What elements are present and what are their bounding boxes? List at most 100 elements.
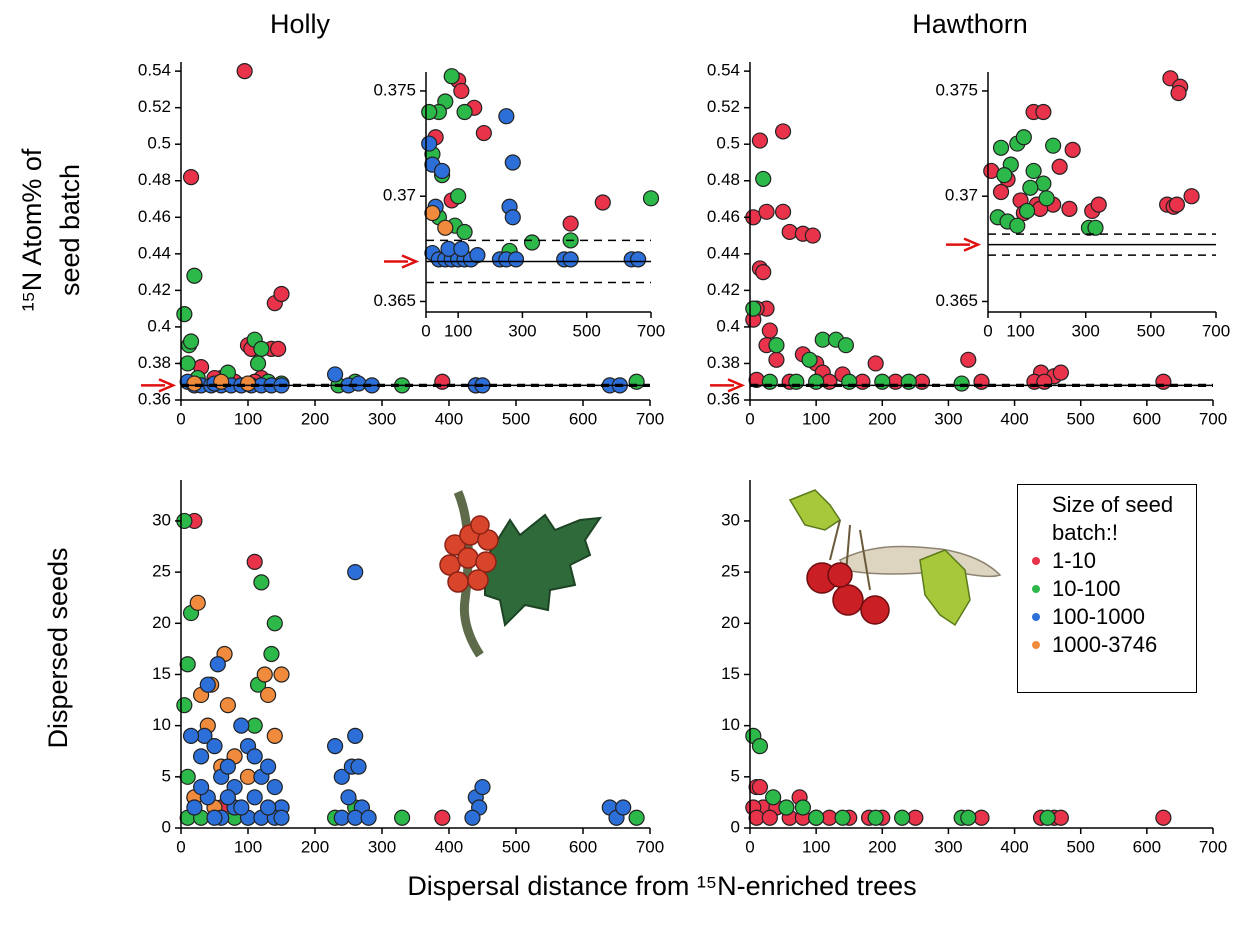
y-tick-label: 30 [152,510,171,529]
point [781,223,798,241]
x-tick-label: 700 [636,409,664,428]
point [507,251,525,268]
y-tick-label: 0.5 [716,134,740,153]
y-tick-label: 0.375 [935,80,978,99]
point [628,809,645,826]
x-tick-label: 600 [1133,837,1161,856]
point [347,727,364,744]
point [630,251,647,268]
legend-swatch [1032,585,1040,593]
x-tick-label: 0 [176,837,185,856]
point [808,809,825,826]
panel: 0.365 0.37 0.375 0 100 300 500 700 [356,62,665,342]
y-tick-label: 0.37 [383,186,416,205]
point [246,789,263,806]
point [239,768,257,785]
y-tick-label: 5 [731,766,740,785]
legend: Size of seed batch:! 1-10 10-100 100-1000 10… [1017,484,1197,693]
point [246,553,263,570]
y-tick-label: 0.36 [707,389,740,408]
x-tick-label: 300 [368,409,396,428]
y-tick-label: 0.54 [138,61,171,80]
point [1052,364,1069,381]
y-tick-label: 0.5 [147,134,171,153]
y-tick-label: 0.42 [707,280,740,299]
x-tick-label: 100 [234,837,262,856]
y-tick-label: 0.52 [138,97,171,116]
point [179,355,196,372]
point [1015,129,1032,146]
point [327,738,344,755]
x-tick-label: 200 [301,837,329,856]
x-tick-label: 500 [502,409,530,428]
x-tick-label: 500 [1067,837,1095,856]
point [360,809,377,826]
point [504,154,521,171]
point [504,209,521,226]
point [498,108,515,125]
x-tick-label: 100 [444,321,472,340]
point [209,656,226,673]
x-tick-label: 300 [368,837,396,856]
x-tick-label: 700 [637,321,665,340]
y-tick-label: 0.365 [373,291,416,310]
point [219,697,236,714]
point [199,676,216,693]
x-tick-label: 700 [1199,409,1227,428]
point [206,809,223,826]
point [464,809,481,826]
y-tick-label: 0.44 [707,243,740,262]
y-axis-label: seed batch [55,164,85,296]
point [437,219,454,236]
arrow [710,378,746,393]
point [867,809,884,826]
point [755,170,772,188]
x-tick-label: 500 [1137,321,1165,340]
point [768,351,785,368]
point [233,799,250,816]
point [260,799,277,816]
x-tick-label: 100 [234,409,262,428]
x-tick-label: 400 [1000,837,1028,856]
point [253,340,270,357]
point [193,778,210,796]
point [260,758,277,775]
y-tick-label: 10 [721,715,740,734]
arrow [141,378,177,393]
y-tick-label: 0.36 [138,389,171,408]
point [594,194,611,211]
x-tick-label: 300 [1072,321,1100,340]
point [1009,217,1026,234]
point [453,240,470,257]
y-axis-label: ¹⁵N Atom% of [17,148,47,311]
point [751,778,769,796]
y-tick-label: 0.54 [707,61,740,80]
x-tick-label: 0 [176,409,185,428]
point [751,132,769,149]
point [474,778,491,796]
x-tick-label: 700 [1202,321,1230,340]
point [394,809,411,826]
point [182,169,200,186]
panel: 0.365 0.37 0.375 0 100 300 500 700 [918,62,1230,342]
point [456,223,473,241]
point [246,748,263,765]
point [755,264,772,281]
point [615,799,632,816]
point [523,234,541,251]
point [1025,162,1042,180]
panel: 0.360.380.40.420.440.460.480.50.520.540 1… [707,61,1227,429]
point [1155,809,1172,826]
point [186,375,203,392]
point [992,183,1010,201]
point [333,809,350,826]
y-tick-label: 0.52 [707,97,740,116]
y-tick-label: 15 [721,664,740,683]
point [273,809,290,826]
y-tick-label: 15 [152,664,171,683]
y-tick-label: 0 [731,817,740,836]
point [176,306,193,323]
